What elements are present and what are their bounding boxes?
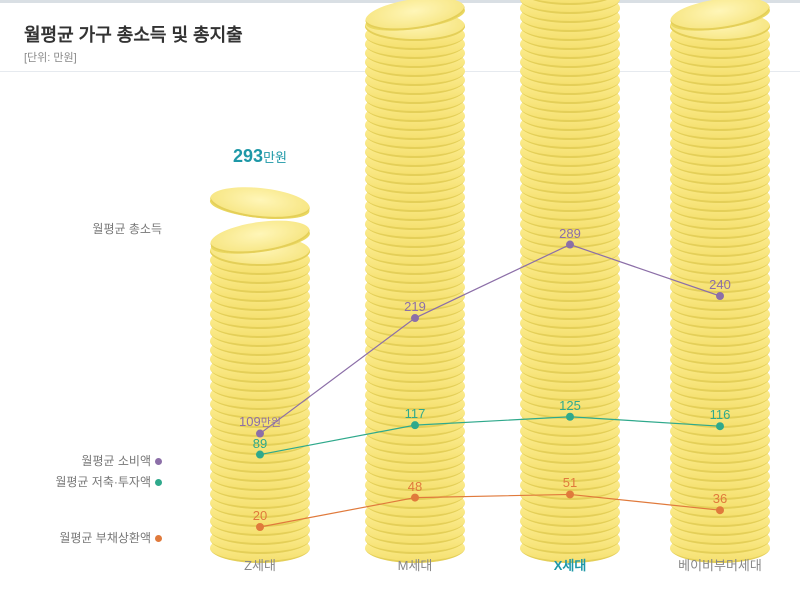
series-value-label-saving: 125 — [559, 398, 581, 413]
legend-dot-icon — [155, 479, 162, 486]
legend-consumption: 월평균 소비액 — [12, 452, 162, 469]
series-value: 36 — [713, 491, 727, 506]
legend-debt: 월평균 부채상환액 — [12, 529, 162, 546]
series-value-label-debt: 20 — [253, 508, 267, 523]
chart-column — [200, 240, 320, 548]
total-value-label: 293만원 — [233, 146, 287, 167]
series-value: 20 — [253, 508, 267, 523]
x-axis-label: 베이비부머세대 — [660, 555, 780, 574]
series-value-label-saving: 89 — [253, 436, 267, 451]
series-value: 89 — [253, 436, 267, 451]
series-value: 219 — [404, 299, 426, 314]
total-suffix: 만원 — [263, 150, 287, 165]
series-value-label-saving: 117 — [405, 406, 426, 421]
legend-text: 월평균 소비액 — [81, 454, 151, 468]
coin-stack — [365, 17, 465, 548]
series-value: 48 — [408, 479, 422, 494]
series-value-label-consumption: 289 — [559, 226, 581, 241]
legend-text: 월평균 총소득 — [92, 222, 162, 236]
chart-column — [355, 17, 475, 548]
series-value-label-debt: 36 — [713, 491, 727, 506]
legend-dot-icon — [155, 458, 162, 465]
series-value: 117 — [405, 406, 426, 421]
series-value: 109 — [239, 414, 261, 429]
series-value-label-consumption: 240 — [709, 277, 731, 292]
series-value-label-consumption: 219 — [404, 299, 426, 314]
total-value: 293 — [233, 146, 263, 166]
legend-text: 월평균 저축·투자액 — [55, 475, 151, 489]
legend-text: 월평균 부채상환액 — [59, 531, 151, 545]
coin-stack — [210, 240, 310, 548]
series-line-debt — [260, 494, 720, 527]
floating-coin-icon — [209, 183, 312, 223]
chart-column — [510, 0, 630, 548]
series-line-consumption — [260, 245, 720, 434]
series-value: 51 — [563, 475, 577, 490]
coin-stack — [520, 0, 620, 548]
series-line-saving — [260, 417, 720, 455]
x-axis-label: M세대 — [355, 555, 475, 574]
x-axis-label: X세대 — [510, 555, 630, 574]
legend-dot-icon — [155, 535, 162, 542]
series-value-label-debt: 48 — [408, 479, 422, 494]
legend-total-income: 월평균 총소득 — [12, 220, 162, 237]
series-value: 289 — [559, 226, 581, 241]
chart-area: 293만원Z세대506만원M세대624만원X세대506만원베이비부머세대109만… — [0, 72, 800, 592]
series-value-label-debt: 51 — [563, 475, 577, 490]
series-value-label-consumption: 109만원 — [239, 414, 281, 430]
series-value: 116 — [710, 407, 731, 422]
series-value: 125 — [559, 398, 581, 413]
series-value-label-saving: 116 — [710, 407, 731, 422]
legend-saving: 월평균 저축·투자액 — [12, 473, 162, 490]
series-value: 240 — [709, 277, 731, 292]
x-axis-label: Z세대 — [200, 555, 320, 574]
